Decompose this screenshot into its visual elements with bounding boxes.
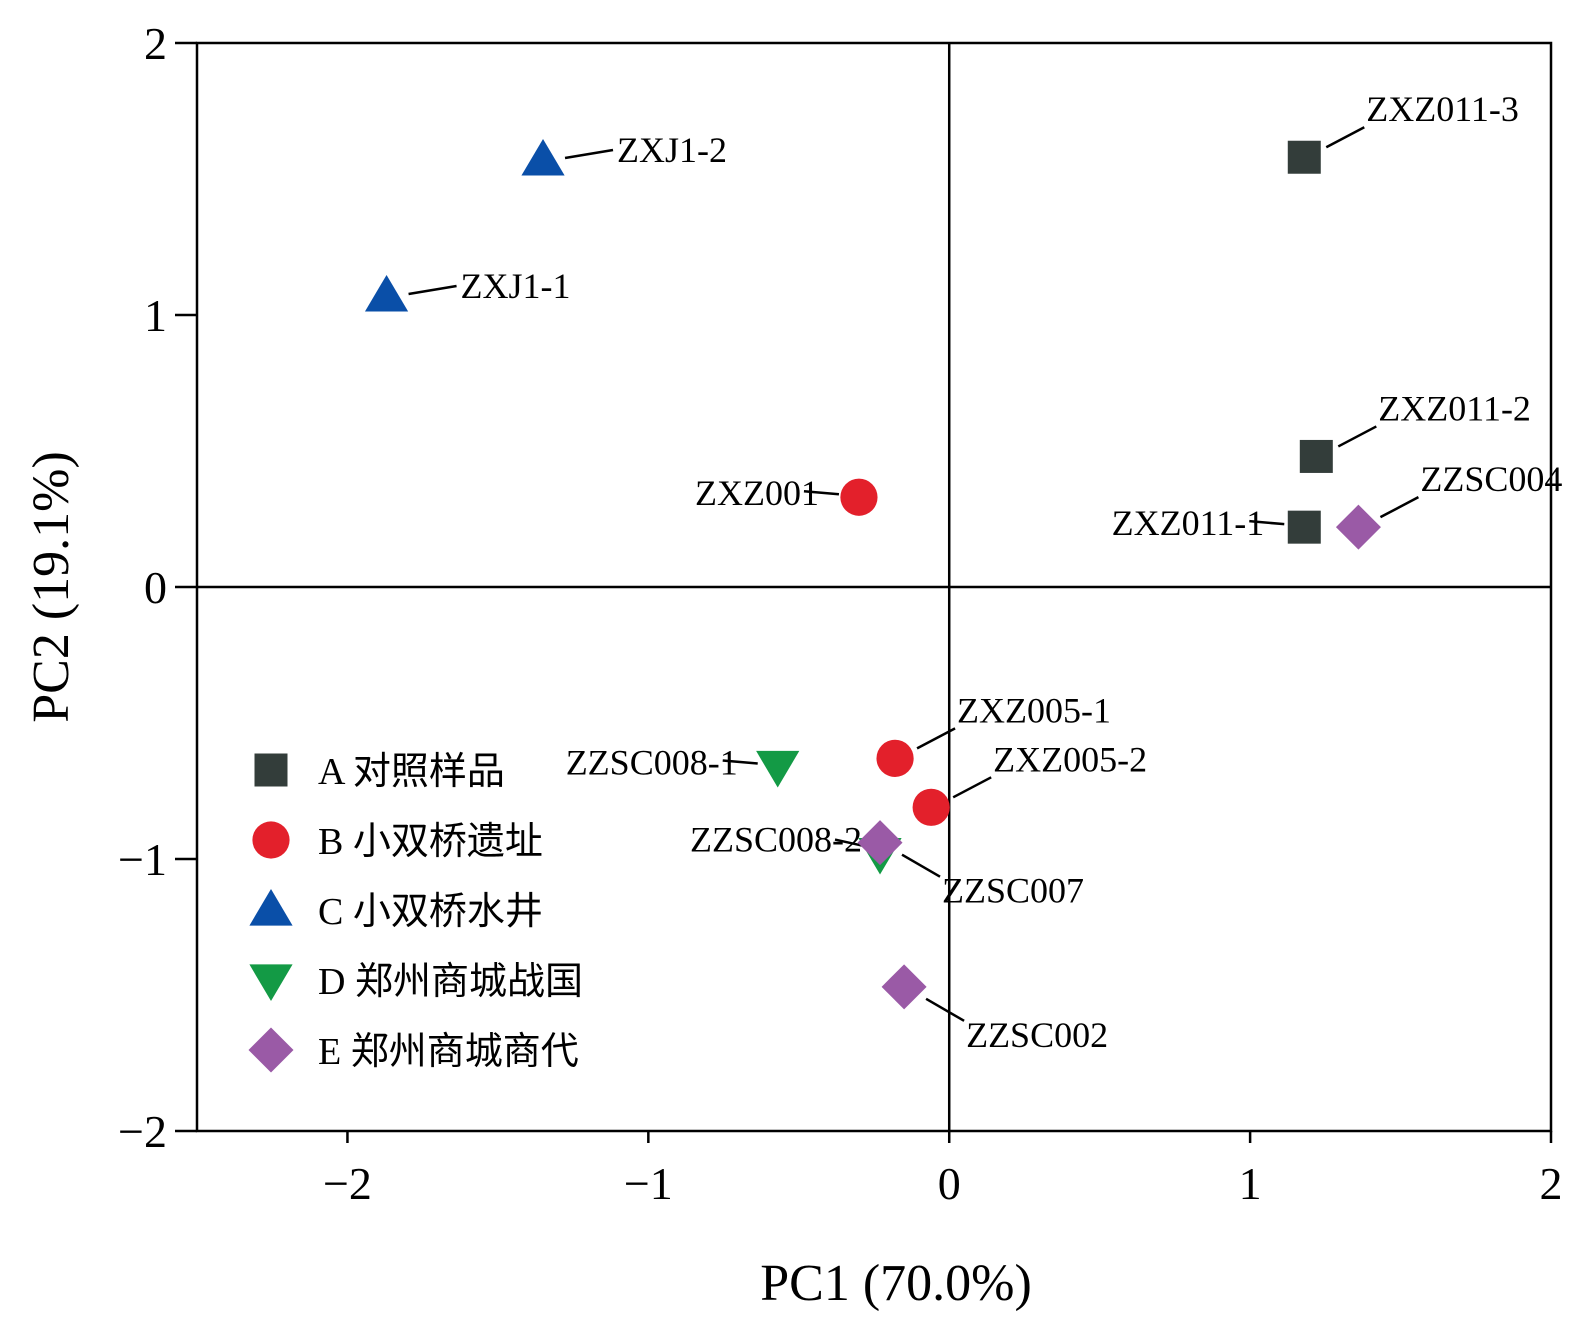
data-point-circle (876, 739, 914, 777)
data-point-diamond (1335, 504, 1381, 550)
x-tick-label: −1 (624, 1158, 673, 1209)
point-label: ZXZ001 (695, 473, 819, 513)
data-point-diamond (881, 964, 927, 1010)
data-point-triangle-down (756, 750, 800, 788)
point-label: ZZSC007 (942, 871, 1084, 911)
point-label: ZXZ011-2 (1378, 388, 1531, 428)
leader-line (722, 759, 758, 765)
data-point-square (1299, 439, 1333, 473)
data-points (364, 138, 1381, 1010)
legend-entry-label: B 小双桥遗址 (318, 821, 543, 863)
y-tick-label: −2 (118, 1106, 167, 1157)
point-label: ZXJ1-2 (617, 130, 727, 170)
point-label: ZXZ011-1 (1112, 503, 1265, 543)
leader-line (834, 838, 863, 847)
point-labels: ZXZ011-3 ZXZ011-2 ZXZ011-1 ZXZ001 ZXZ005-1 ZX… (461, 89, 1563, 1055)
x-axis-label: PC1 (70.0%) (760, 1255, 1032, 1312)
leader-line (925, 997, 965, 1022)
leader-line (408, 284, 457, 296)
leader-line (803, 489, 840, 496)
legend-entry-label: C 小双桥水井 (318, 891, 543, 933)
point-label: ZZSC004 (1420, 459, 1562, 499)
leader-line (564, 148, 614, 160)
data-point-square (1287, 140, 1321, 174)
point-label: ZXZ005-1 (957, 690, 1111, 730)
data-point-diamond (857, 820, 903, 866)
x-tick-label: 0 (938, 1158, 961, 1209)
leader-line (1379, 496, 1420, 519)
y-tick-label: 0 (144, 562, 167, 613)
y-tick-label: −1 (118, 834, 167, 885)
legend-marker-circle (252, 821, 290, 859)
x-tick-label: 1 (1239, 1158, 1262, 1209)
legend-marker-triangle-down (249, 964, 293, 1001)
y-axis: 2 1 0 −1 −2 (118, 18, 197, 1157)
leader-line (901, 853, 941, 878)
legend-marker-triangle-up (249, 889, 293, 926)
legend-marker-diamond (248, 1027, 294, 1073)
legend-entry-label: E 郑州商城商代 (318, 1031, 579, 1073)
legend-entry-label: D 郑州商城战国 (318, 961, 583, 1003)
data-point-circle (912, 788, 950, 826)
legend-entry-label: A 对照样品 (318, 751, 505, 793)
x-tick-label: 2 (1540, 1158, 1563, 1209)
y-tick-label: 2 (144, 18, 167, 69)
point-label: ZZSC008-2 (690, 820, 862, 860)
point-label: ZZSC002 (966, 1015, 1108, 1055)
legend-marker-square (254, 753, 288, 787)
leader-line (1325, 126, 1365, 149)
point-label: ZXZ005-2 (993, 739, 1147, 779)
leader-line (952, 776, 992, 799)
x-tick-label: −2 (323, 1158, 372, 1209)
legend: A 对照样品 B 小双桥遗址 C 小双桥水井 D 郑州商城战国 E 郑州商城商代 (248, 751, 583, 1073)
data-point-square (1287, 510, 1321, 544)
y-tick-label: 1 (144, 290, 167, 341)
label-leader-lines (408, 126, 1420, 1022)
data-point-circle (840, 478, 878, 516)
data-point-triangle-up (521, 138, 565, 176)
leader-line (1337, 425, 1377, 448)
point-label: ZXZ011-3 (1366, 89, 1519, 129)
y-axis-label: PC2 (19.1%) (23, 451, 80, 723)
x-axis: −2 −1 0 1 2 (323, 1131, 1563, 1209)
zero-lines (197, 43, 1551, 1131)
data-point-triangle-up (364, 274, 409, 312)
leader-line (1249, 519, 1285, 526)
point-label: ZZSC008-1 (566, 743, 738, 783)
point-label: ZXJ1-1 (461, 266, 571, 306)
leader-line (916, 727, 956, 750)
